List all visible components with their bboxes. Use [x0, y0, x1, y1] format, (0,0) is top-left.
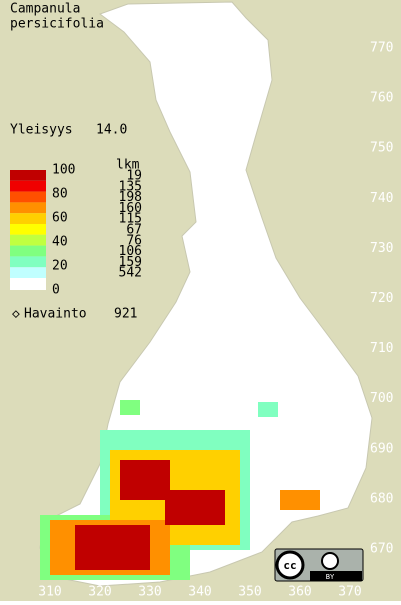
northing-label: 680 [370, 491, 393, 506]
license-badge: cc BY [274, 548, 364, 582]
badge-strip [310, 571, 362, 581]
observation-label: Havainto [24, 307, 87, 322]
title-line: persicifolia [10, 17, 104, 32]
cell-area [120, 460, 170, 500]
frequency-label: Yleisyys [10, 123, 73, 138]
legend-swatch [10, 170, 46, 181]
northing-label: 760 [370, 91, 393, 106]
frequency-value: 14.0 [96, 123, 127, 138]
easting-label: 360 [288, 585, 311, 600]
legend-scale-label: 0 [52, 283, 60, 298]
legend-scale-label: 60 [52, 211, 68, 226]
legend-swatch [10, 180, 46, 192]
legend-count: 76 [126, 233, 142, 248]
legend-count: 198 [119, 190, 142, 205]
legend-count: 160 [119, 201, 142, 216]
legend-zero-swatch [10, 278, 46, 290]
cell-area [165, 490, 225, 525]
northing-label: 740 [370, 191, 393, 206]
northing-label: 720 [370, 291, 393, 306]
observation-symbol: ◇ [12, 307, 20, 322]
legend-count: 67 [126, 223, 142, 238]
legend-count: 115 [119, 212, 142, 227]
legend-swatches [10, 170, 46, 278]
legend-count: 542 [119, 266, 142, 281]
legend-header: lkm [116, 158, 140, 173]
cell-area [280, 490, 320, 510]
easting-label: 310 [38, 585, 61, 600]
easting-label: 330 [138, 585, 161, 600]
cell-area [258, 402, 278, 417]
legend-count: 19 [126, 169, 142, 184]
legend-swatch [10, 213, 46, 224]
by-text: BY [326, 573, 335, 581]
cell-area [75, 525, 150, 570]
legend-scale-label: 20 [52, 259, 68, 274]
by-icon [321, 552, 339, 570]
observation-count: 921 [114, 307, 137, 322]
easting-label: 370 [338, 585, 361, 600]
legend-swatch [10, 224, 46, 235]
legend-swatch [10, 267, 46, 278]
legend-swatch [10, 256, 46, 268]
legend-scale-label: 40 [52, 235, 68, 250]
legend-count: 159 [119, 255, 142, 270]
title-line: Campanula [10, 2, 80, 17]
easting-label: 350 [238, 585, 261, 600]
legend-swatch [10, 245, 46, 257]
cc-icon [275, 550, 305, 580]
legend-count: 106 [119, 244, 142, 259]
northing-label: 690 [370, 441, 393, 456]
legend-scale-label: 100 [52, 163, 75, 178]
easting-label: 320 [88, 585, 111, 600]
legend-scale-label: 80 [52, 187, 68, 202]
legend-swatch [10, 234, 46, 246]
cell-area [120, 400, 140, 415]
northing-label: 770 [370, 41, 393, 56]
easting-label: 340 [188, 585, 211, 600]
legend-count: 135 [119, 179, 142, 194]
northing-label: 750 [370, 141, 393, 156]
cc-text: cc [283, 559, 296, 572]
northing-label: 730 [370, 241, 393, 256]
legend-swatch [10, 191, 46, 203]
northing-label: 700 [370, 391, 393, 406]
legend-swatch [10, 202, 46, 214]
distribution-cells [40, 400, 320, 580]
northing-label: 670 [370, 542, 393, 557]
northing-label: 710 [370, 341, 393, 356]
